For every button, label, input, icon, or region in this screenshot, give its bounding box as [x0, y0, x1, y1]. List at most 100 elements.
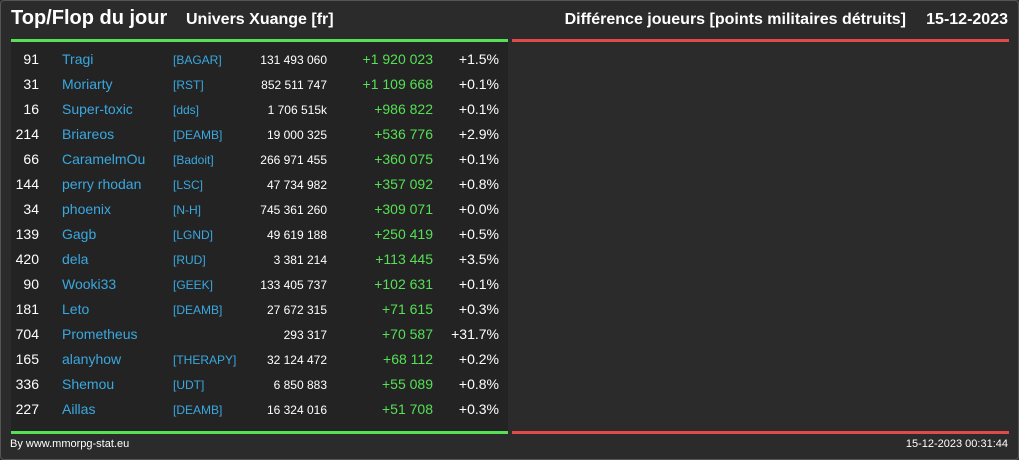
percent-change: +0.1%: [458, 101, 499, 117]
points-difference: +309 071: [374, 201, 433, 217]
player-points: 27 672 315: [266, 303, 327, 317]
player-name-link[interactable]: Aillas: [62, 401, 96, 417]
alliance-tag-link[interactable]: [dds]: [173, 103, 200, 117]
player-name-link[interactable]: Wooki33: [62, 276, 117, 292]
points-difference: +68 112: [383, 351, 433, 367]
player-points: 49 619 188: [266, 228, 327, 242]
player-name-link[interactable]: phoenix: [62, 201, 112, 217]
points-difference: +55 089: [382, 376, 433, 392]
player-rank: 704: [15, 326, 39, 342]
universe-label: Univers Xuange [fr]: [186, 11, 334, 28]
list-item: 66 CaramelmOu [Badoit] 266 971 455 +360 075 +…: [11, 147, 508, 172]
points-difference: +113 445: [375, 251, 433, 267]
player-name-link[interactable]: alanyhow: [62, 351, 122, 367]
header-date: 15-12-2023: [926, 11, 1008, 28]
player-rank: 91: [23, 51, 39, 67]
percent-change: +0.2%: [458, 351, 499, 367]
top-panel: [11, 39, 508, 433]
top-panel-accent-top: [11, 39, 508, 42]
percent-change: +0.3%: [458, 301, 499, 317]
player-name-link[interactable]: Briareos: [62, 126, 115, 142]
alliance-tag-link[interactable]: [GEEK]: [173, 278, 214, 292]
player-rank: 181: [15, 301, 39, 317]
percent-change: +0.1%: [458, 151, 499, 167]
flop-panel-accent-top: [512, 39, 1009, 42]
top-player-list: 91 Tragi [BAGAR] 131 493 060 +1 920 023 +1.5%…: [11, 47, 508, 422]
alliance-tag-link[interactable]: [LSC]: [173, 178, 204, 192]
top-panel-accent-bottom: [11, 431, 508, 434]
percent-change: +3.5%: [458, 251, 499, 267]
points-difference: +986 822: [374, 101, 433, 117]
list-item: 227 Aillas [DEAMB] 16 324 016 +51 708 +0.3%: [11, 397, 508, 422]
player-rank: 144: [15, 176, 39, 192]
points-difference: +536 776: [374, 126, 433, 142]
player-name-link[interactable]: Prometheus: [62, 326, 138, 342]
points-difference: +357 092: [374, 176, 433, 192]
list-item: 16 Super-toxic [dds] 1 706 515k +986 822 +0.1…: [11, 97, 508, 122]
points-difference: +250 419: [374, 226, 433, 242]
player-name-link[interactable]: dela: [62, 251, 89, 267]
alliance-tag-link[interactable]: [DEAMB]: [173, 128, 223, 142]
player-points: 293 317: [283, 328, 327, 342]
list-item: 139 Gagb [LGND] 49 619 188 +250 419 +0.5%: [11, 222, 508, 247]
flop-panel: [512, 39, 1009, 433]
percent-change: +0.8%: [458, 376, 499, 392]
player-points: 19 000 325: [266, 128, 327, 142]
player-rank: 66: [23, 151, 39, 167]
player-rank: 139: [15, 226, 39, 242]
points-difference: +1 109 668: [362, 76, 433, 92]
player-name-link[interactable]: Super-toxic: [62, 101, 133, 117]
list-item: 91 Tragi [BAGAR] 131 493 060 +1 920 023 +1.5%: [11, 47, 508, 72]
player-name-link[interactable]: perry rhodan: [62, 176, 142, 192]
player-rank: 165: [15, 351, 39, 367]
alliance-tag-link[interactable]: [LGND]: [173, 228, 214, 242]
player-points: 16 324 016: [266, 403, 327, 417]
alliance-tag-link[interactable]: [N-H]: [173, 203, 201, 217]
percent-change: +0.0%: [458, 201, 499, 217]
player-rank: 420: [15, 251, 39, 267]
player-name-link[interactable]: Tragi: [62, 51, 94, 67]
player-rank: 34: [23, 201, 39, 217]
list-item: 420 dela [RUD] 3 381 214 +113 445 +3.5%: [11, 247, 508, 272]
player-points: 131 493 060: [260, 53, 327, 67]
player-name-link[interactable]: CaramelmOu: [62, 151, 146, 167]
flop-panel-accent-bottom: [512, 431, 1009, 434]
player-rank: 90: [23, 276, 39, 292]
alliance-tag-link[interactable]: [THERAPY]: [173, 353, 237, 367]
alliance-tag-link[interactable]: [RST]: [173, 78, 204, 92]
alliance-tag-link[interactable]: [UDT]: [173, 378, 205, 392]
alliance-tag-link[interactable]: [BAGAR]: [173, 53, 222, 67]
alliance-tag-link[interactable]: [DEAMB]: [173, 403, 223, 417]
player-name-link[interactable]: Gagb: [62, 226, 97, 242]
player-points: 745 361 260: [260, 203, 327, 217]
list-item: 336 Shemou [UDT] 6 850 883 +55 089 +0.8%: [11, 372, 508, 397]
alliance-tag-link[interactable]: [RUD]: [173, 253, 206, 267]
player-points: 1 706 515k: [267, 103, 327, 117]
player-rank: 16: [23, 101, 39, 117]
percent-change: +0.3%: [458, 401, 499, 417]
metric-label: Différence joueurs [points militaires dé…: [564, 11, 906, 28]
percent-change: +1.5%: [458, 51, 499, 67]
list-item: 90 Wooki33 [GEEK] 133 405 737 +102 631 +0.1%: [11, 272, 508, 297]
player-name-link[interactable]: Moriarty: [62, 76, 113, 92]
alliance-tag-link[interactable]: [DEAMB]: [173, 303, 223, 317]
alliance-tag-link[interactable]: [Badoit]: [173, 153, 214, 167]
list-item: 704 Prometheus 293 317 +70 587 +31.7%: [11, 322, 508, 347]
player-points: 133 405 737: [260, 278, 327, 292]
player-rank: 336: [15, 376, 39, 392]
player-points: 852 511 747: [261, 78, 327, 92]
percent-change: +0.1%: [458, 276, 499, 292]
generated-timestamp: 15-12-2023 00:31:44: [905, 438, 1008, 450]
page-title: Top/Flop du jour: [11, 7, 168, 29]
points-difference: +360 075: [374, 151, 433, 167]
percent-change: +2.9%: [458, 126, 499, 142]
list-item: 31 Moriarty [RST] 852 511 747 +1 109 668 +0.1…: [11, 72, 508, 97]
list-item: 181 Leto [DEAMB] 27 672 315 +71 615 +0.3%: [11, 297, 508, 322]
player-name-link[interactable]: Shemou: [62, 376, 115, 392]
points-difference: +51 708: [382, 401, 433, 417]
player-points: 6 850 883: [273, 378, 327, 392]
player-name-link[interactable]: Leto: [62, 301, 90, 317]
points-difference: +1 920 023: [362, 51, 433, 67]
points-difference: +102 631: [374, 276, 433, 292]
points-difference: +70 587: [382, 326, 433, 342]
